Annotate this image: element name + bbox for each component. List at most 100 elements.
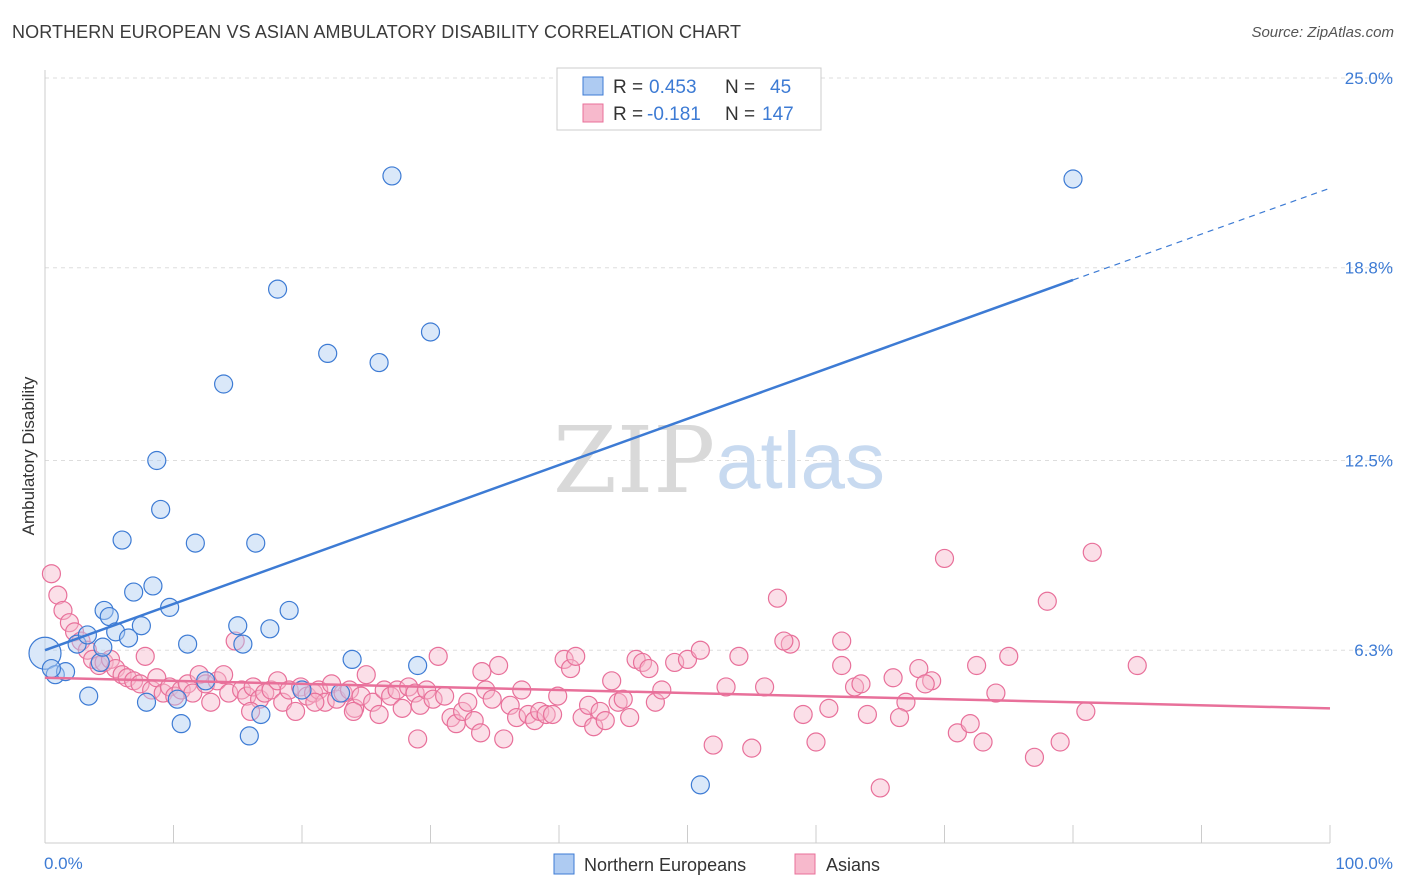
data-point xyxy=(608,692,628,712)
data-point xyxy=(136,692,157,712)
data-point xyxy=(1024,747,1045,767)
data-point xyxy=(613,689,633,709)
data-point xyxy=(1127,655,1147,676)
data-point xyxy=(482,689,502,709)
data-point xyxy=(171,714,191,734)
legend-n-value-1: 45 xyxy=(770,77,791,98)
y-tick-label: 18.8% xyxy=(1345,259,1393,278)
y-tick-label: 6.3% xyxy=(1354,641,1393,660)
data-point xyxy=(342,649,362,670)
legend-r-label-1: R = xyxy=(613,77,643,98)
data-point xyxy=(77,640,98,660)
data-point xyxy=(405,683,425,703)
data-point xyxy=(118,628,139,648)
data-point xyxy=(28,636,62,670)
y-tick-labels: 6.3% 12.5% 18.8% 25.0% xyxy=(1345,69,1393,660)
data-point xyxy=(428,646,448,666)
data-point xyxy=(832,631,852,651)
data-point xyxy=(59,613,80,633)
data-point xyxy=(1063,169,1083,189)
data-point xyxy=(494,729,514,749)
data-point xyxy=(305,692,325,712)
data-point xyxy=(1076,701,1096,722)
data-point xyxy=(260,619,280,639)
data-point xyxy=(542,704,563,725)
legend-n-label-2: N = xyxy=(725,104,755,125)
data-point xyxy=(1082,542,1102,562)
data-point xyxy=(147,450,167,471)
northern-europeans-trend-extension xyxy=(1072,187,1331,281)
data-point xyxy=(225,631,245,651)
data-point xyxy=(536,704,556,725)
data-point xyxy=(915,674,935,694)
data-point xyxy=(382,166,402,186)
data-point xyxy=(471,723,491,743)
data-point xyxy=(774,631,794,651)
data-point xyxy=(135,646,155,666)
legend-r-label-2: R = xyxy=(613,104,643,125)
data-point xyxy=(1050,732,1070,752)
data-point xyxy=(232,680,252,700)
data-point xyxy=(639,658,659,679)
data-point xyxy=(55,662,76,682)
asians-trend-line xyxy=(44,676,1331,710)
data-point xyxy=(967,655,987,676)
legend-swatch-northern-europeans xyxy=(553,853,575,875)
data-point xyxy=(178,634,198,654)
data-point xyxy=(214,665,234,685)
data-point xyxy=(652,680,672,700)
data-point xyxy=(560,658,581,679)
data-point xyxy=(408,729,428,749)
data-point xyxy=(112,530,132,550)
data-point xyxy=(435,686,455,706)
data-point xyxy=(343,701,363,722)
data-point xyxy=(93,637,113,657)
data-point xyxy=(167,689,187,709)
data-point xyxy=(566,646,586,666)
data-point xyxy=(806,732,826,752)
data-point xyxy=(423,689,443,709)
data-point xyxy=(143,576,163,596)
data-point xyxy=(41,564,62,584)
data-point xyxy=(351,686,371,706)
data-point xyxy=(960,714,980,734)
data-point xyxy=(233,634,253,654)
asians-points xyxy=(41,542,1147,798)
data-point xyxy=(292,680,312,700)
data-point xyxy=(973,732,993,752)
x-tick-label-min: 0.0% xyxy=(44,854,83,873)
data-point xyxy=(716,677,736,697)
legend-swatch-asians xyxy=(794,853,816,875)
data-point xyxy=(489,655,509,676)
data-point xyxy=(999,646,1019,666)
data-point xyxy=(408,655,428,676)
data-point xyxy=(363,692,383,712)
chart-title: NORTHERN EUROPEAN VS ASIAN AMBULATORY DI… xyxy=(12,22,742,42)
data-point xyxy=(201,692,221,712)
data-point xyxy=(318,343,338,363)
legend-r-value-2: -0.181 xyxy=(647,104,701,125)
stats-legend: R = 0.453 N = 45 R = -0.181 N = 147 xyxy=(556,67,822,131)
data-point xyxy=(79,686,99,706)
data-point xyxy=(857,704,878,725)
data-point xyxy=(285,701,306,722)
data-point xyxy=(590,701,610,722)
x-axis-ticks xyxy=(173,825,1331,843)
y-axis-title: Ambulatory Disability xyxy=(19,376,38,535)
data-point xyxy=(239,726,259,746)
data-point xyxy=(131,616,151,636)
data-point xyxy=(356,665,376,685)
data-point xyxy=(48,585,68,605)
watermark-atlas: atlas xyxy=(716,416,885,505)
data-point xyxy=(41,658,62,679)
data-point xyxy=(578,695,599,715)
data-point xyxy=(441,707,461,728)
legend-label-asians: Asians xyxy=(826,855,880,875)
data-point xyxy=(602,671,622,691)
data-point xyxy=(690,775,710,795)
data-point xyxy=(690,640,710,660)
legend-swatch-blue xyxy=(582,76,604,96)
data-point xyxy=(124,582,144,602)
data-point xyxy=(742,738,762,758)
